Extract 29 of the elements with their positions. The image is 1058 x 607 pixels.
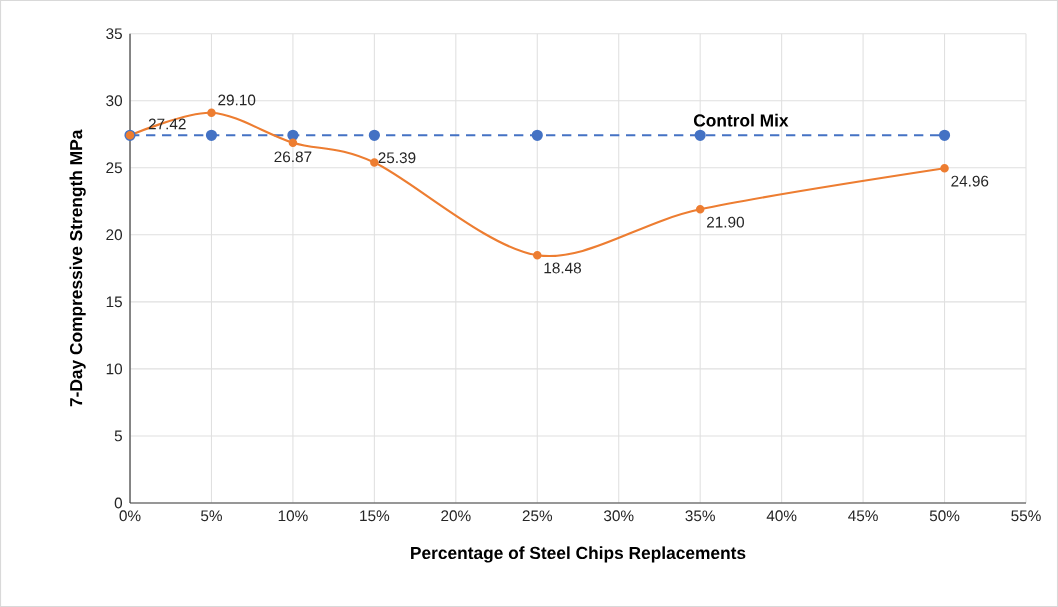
- x-tick-label: 50%: [929, 510, 960, 522]
- x-tick-label: 25%: [522, 510, 553, 522]
- data-label: 26.87: [274, 151, 312, 163]
- y-tick-label: 10: [106, 363, 123, 375]
- data-label: 25.39: [378, 152, 416, 164]
- x-tick-label: 55%: [1011, 510, 1041, 522]
- y-tick-label: 0: [114, 497, 123, 509]
- x-tick-label: 35%: [685, 510, 715, 522]
- x-tick-label: 10%: [278, 510, 308, 522]
- x-tick-label: 30%: [603, 510, 634, 522]
- y-tick-label: 5: [114, 430, 122, 442]
- x-tick-label: 45%: [848, 510, 878, 522]
- y-tick-label: 20: [106, 229, 123, 241]
- y-tick-label: 30: [106, 95, 123, 107]
- series-label: Control Mix: [693, 113, 789, 127]
- y-axis-title: 7-Day Compressive Strength MPa: [69, 129, 86, 407]
- x-tick-label: 5%: [200, 510, 222, 522]
- data-label: 24.96: [951, 175, 989, 187]
- x-tick-label: 20%: [441, 510, 471, 522]
- data-label: 21.90: [707, 216, 744, 228]
- x-tick-label: 40%: [766, 510, 797, 522]
- y-tick-label: 35: [106, 28, 122, 40]
- y-tick-label: 25: [106, 162, 122, 174]
- data-label: 29.10: [218, 94, 256, 106]
- x-axis-title: Percentage of Steel Chips Replacements: [411, 546, 746, 563]
- x-tick-label: 0%: [119, 510, 141, 522]
- y-tick-label: 15: [106, 296, 122, 308]
- x-tick-label: 15%: [360, 510, 390, 522]
- data-label: 18.48: [544, 262, 582, 274]
